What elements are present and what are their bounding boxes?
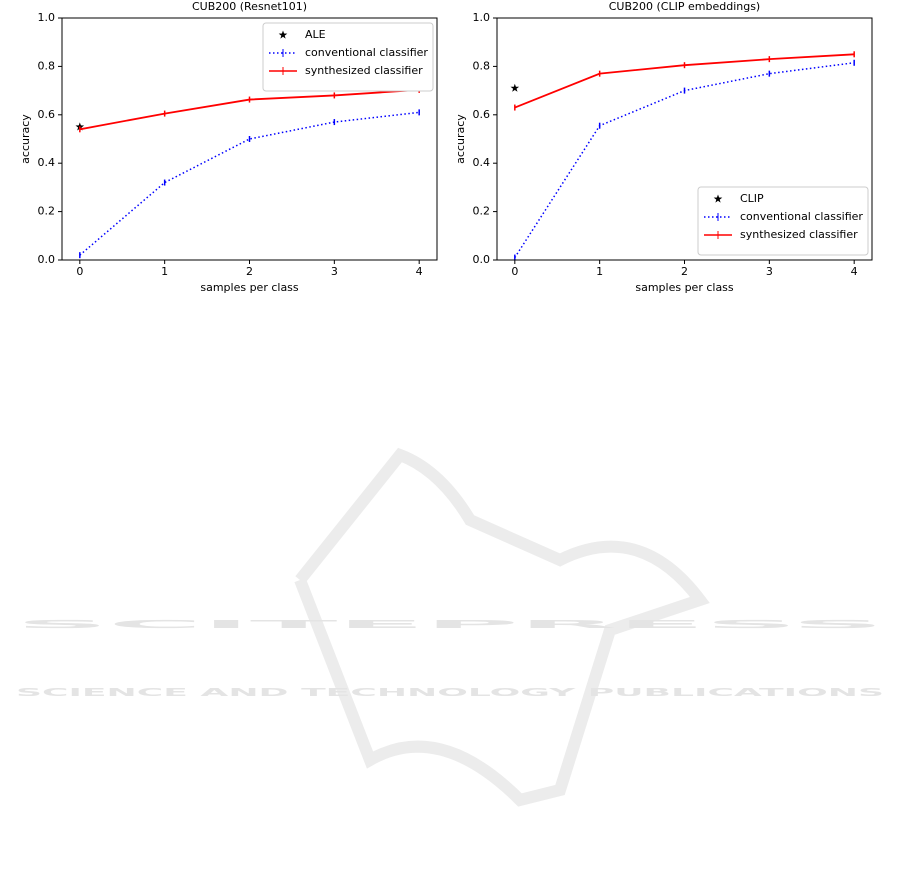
- x-tick-label: 4: [416, 265, 423, 278]
- y-tick-label: 0.2: [473, 205, 491, 218]
- x-tick-label: 3: [331, 265, 338, 278]
- y-axis-label: accuracy: [454, 114, 467, 164]
- chart-title: CUB200 (Resnet101): [192, 0, 307, 13]
- legend: CLIP conventional classifier synthesized c…: [697, 186, 869, 256]
- x-axis-label: samples per class: [635, 281, 734, 294]
- chart: CUB200 (Resnet101) 0.0 0.2 0.4 0.6 0.8 1.0 0 1 2 3…: [19, 0, 438, 294]
- x-axis-label: samples per class: [200, 281, 299, 294]
- x-tick-label: 1: [596, 265, 603, 278]
- y-tick-label: 0.4: [38, 156, 56, 169]
- y-tick-label: 1.0: [38, 11, 56, 24]
- plot-frame: [496, 17, 873, 261]
- y-tick-label: 0.0: [38, 253, 56, 266]
- watermark-title: SCITEPRESS: [16, 618, 885, 631]
- plot-frame: [61, 17, 438, 261]
- y-tick-label: 0.4: [473, 156, 491, 169]
- legend-marker: [713, 194, 723, 203]
- legend-label: synthesized classifier: [305, 64, 423, 77]
- legend-marker: [278, 30, 288, 39]
- chart-title: CUB200 (CLIP embeddings): [609, 0, 760, 13]
- y-tick-label: 0.8: [38, 59, 56, 72]
- watermark-subtitle: SCIENCE AND TECHNOLOGY PUBLICATIONS: [16, 686, 884, 699]
- x-tick-label: 1: [161, 265, 168, 278]
- legend-label: conventional classifier: [740, 210, 863, 223]
- legend-label: conventional classifier: [305, 46, 428, 59]
- y-tick-label: 0.6: [38, 108, 56, 121]
- watermark: SCITEPRESS SCIENCE AND TECHNOLOGY PUBLIC…: [16, 447, 885, 807]
- y-tick-label: 1.0: [473, 11, 491, 24]
- legend-frame: [262, 22, 434, 92]
- legend-label: synthesized classifier: [740, 228, 858, 241]
- x-tick-label: 0: [511, 265, 518, 278]
- legend: ALE conventional classifier synthesized cl…: [262, 22, 434, 92]
- data-line: [79, 88, 420, 131]
- x-tick-label: 2: [681, 265, 688, 278]
- legend-label: CLIP: [740, 192, 764, 205]
- x-tick-label: 0: [76, 265, 83, 278]
- x-tick-label: 2: [246, 265, 253, 278]
- watermark-logo: [294, 447, 710, 807]
- y-tick-label: 0.6: [473, 108, 491, 121]
- data-point: [510, 83, 520, 92]
- y-tick-label: 0.0: [473, 253, 491, 266]
- y-tick-label: 0.8: [473, 59, 491, 72]
- legend-frame: [697, 186, 869, 256]
- y-axis-label: accuracy: [19, 114, 32, 164]
- chart: CUB200 (CLIP embeddings) 0.0 0.2 0.4 0.6 0.8 1…: [454, 0, 873, 294]
- data-line: [79, 111, 420, 256]
- y-tick-label: 0.2: [38, 205, 56, 218]
- x-tick-label: 3: [766, 265, 773, 278]
- legend-label: ALE: [305, 28, 326, 41]
- x-tick-label: 4: [851, 265, 858, 278]
